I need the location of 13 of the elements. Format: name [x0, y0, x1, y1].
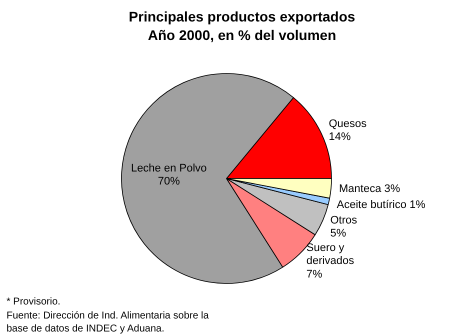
slice-label: Otros	[330, 214, 358, 227]
data-label: 14%	[328, 130, 351, 143]
source-note: Fuente: Dirección de Ind. Alimentaria sobre la base de datos de INDEC y Aduana.	[6, 310, 210, 335]
data-label: 7%	[306, 268, 323, 280]
slice-label: Quesos	[328, 118, 368, 130]
slice-label: Suero y derivados	[306, 242, 355, 268]
data-label: 5%	[330, 228, 346, 240]
text: * Provisorio.	[6, 296, 60, 308]
data-label: 70%	[158, 175, 180, 188]
slice-label: Aceite butírico 1%	[336, 199, 426, 212]
slice-label: Manteca 3%	[339, 183, 400, 196]
slice-label: Leche en Polvo	[130, 162, 207, 174]
chart-title: Principales productos exportados Año 2000, en % del volumen	[128, 8, 356, 43]
